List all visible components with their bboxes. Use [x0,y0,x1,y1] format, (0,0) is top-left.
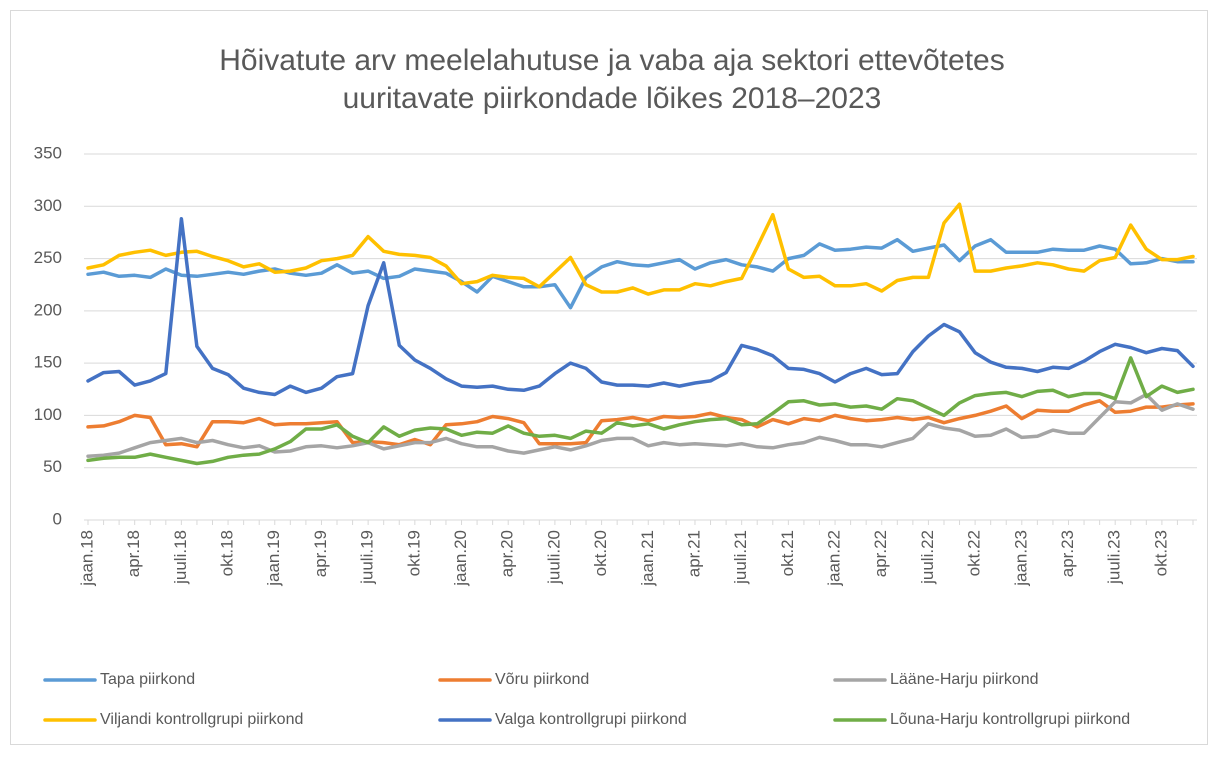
x-tick-label: okt.22 [965,530,984,576]
y-tick-label: 100 [34,405,62,424]
y-tick-label: 150 [34,353,62,372]
x-tick-label: apr.21 [684,530,703,577]
x-tick-label: jaan.23 [1011,530,1030,587]
legend-label: Tapa piirkond [100,671,195,688]
x-tick-label: apr.20 [498,530,517,577]
x-tick-label: apr.22 [871,530,890,577]
x-tick-label: okt.20 [591,530,610,576]
series-line [86,356,1195,466]
chart-frame [10,10,1208,745]
x-tick-label: apr.19 [311,530,330,577]
legend-label: Viljandi kontrollgrupi piirkond [100,711,303,728]
legend-label: Valga kontrollgrupi piirkond [495,711,687,728]
series-line [86,217,1195,397]
x-tick-label: apr.18 [124,530,143,577]
chart-title: Hõivatute arv meelelahutuse ja vaba aja … [219,44,1004,77]
y-tick-label: 0 [53,509,62,528]
x-tick-label: jaan.22 [825,530,844,587]
x-tick-label: okt.18 [218,530,237,576]
x-tick-label: jaan.18 [77,530,96,587]
x-tick-label: juuli.19 [358,530,377,585]
x-tick-label: jaan.21 [638,530,657,587]
y-tick-label: 200 [34,300,62,319]
x-tick-label: okt.21 [778,530,797,576]
x-tick-label: okt.19 [404,530,423,576]
x-tick-label: okt.23 [1151,530,1170,576]
chart-title: uuritavate piirkondade lõikes 2018–2023 [343,82,882,115]
x-tick-label: juuli.23 [1105,530,1124,585]
series-line [86,202,1195,296]
x-tick-label: apr.23 [1058,530,1077,577]
y-tick-label: 300 [34,196,62,215]
series-line [86,399,1195,449]
x-tick-label: juuli.21 [731,530,750,585]
x-tick-label: juuli.22 [918,530,937,585]
x-tick-label: juuli.18 [171,530,190,585]
x-tick-label: jaan.20 [451,530,470,587]
y-tick-label: 250 [34,248,62,267]
y-tick-label: 50 [43,457,62,476]
legend-label: Lääne-Harju piirkond [890,671,1039,688]
x-tick-label: jaan.19 [264,530,283,587]
y-tick-label: 350 [34,143,62,162]
legend-label: Lõuna-Harju kontrollgrupi piirkond [890,711,1130,728]
legend-label: Võru piirkond [495,671,589,688]
x-tick-label: juuli.20 [544,530,563,585]
